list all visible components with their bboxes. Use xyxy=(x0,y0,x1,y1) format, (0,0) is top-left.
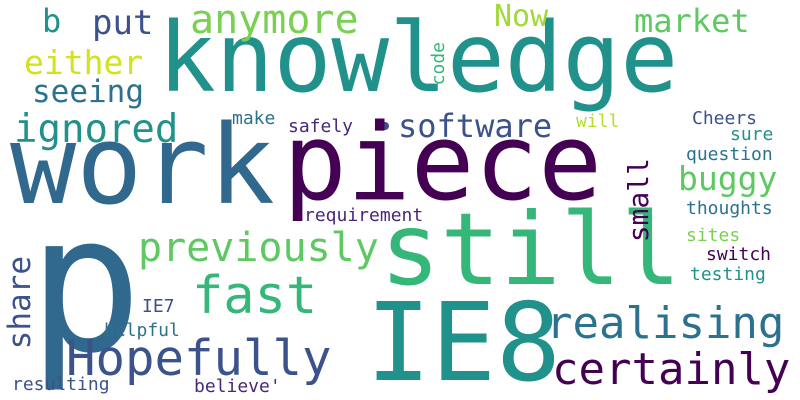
word-share: share xyxy=(2,256,38,350)
word-previously: previously xyxy=(138,225,379,271)
word-knowledge: knowledge xyxy=(158,2,679,114)
word-helpful: helpful xyxy=(104,320,180,341)
word-question: question xyxy=(686,144,773,165)
word-seeing: seeing xyxy=(32,74,144,110)
word-make: make xyxy=(232,108,276,129)
word-cheers: Cheers xyxy=(692,108,758,129)
dot-mark xyxy=(381,122,389,130)
word-code: code xyxy=(428,42,449,86)
word-ie7: IE7 xyxy=(142,296,175,317)
word-requirement: requirement xyxy=(304,205,424,226)
word-sure: sure xyxy=(730,124,774,145)
word-switch: switch xyxy=(706,244,772,265)
word-ignored: ignored xyxy=(14,107,179,152)
word-either: either xyxy=(24,43,144,82)
word-testing: testing xyxy=(690,264,766,285)
word-market: market xyxy=(634,2,750,40)
word-small: small xyxy=(622,158,655,243)
word-sites: sites xyxy=(686,225,741,246)
word-fast: fast xyxy=(192,266,318,326)
word-resulting: resulting xyxy=(12,374,110,395)
word-will: will xyxy=(576,111,620,132)
word-piece: piece xyxy=(283,101,603,224)
word-anymore: anymore xyxy=(190,0,359,43)
word-work: work xyxy=(10,101,275,229)
word-believe: believe' xyxy=(194,376,281,397)
word-safely: safely xyxy=(288,116,354,137)
word-ie8: IE8 xyxy=(366,281,562,400)
word-p: p xyxy=(28,174,143,395)
word-certainly: certainly xyxy=(552,344,791,395)
word-put: put xyxy=(92,3,154,43)
word-thoughts: thoughts xyxy=(686,198,773,219)
word-b: b xyxy=(42,2,62,40)
word-realising: realising xyxy=(546,298,785,349)
word-now: Now xyxy=(494,0,549,34)
word-software: software xyxy=(398,107,553,145)
word-buggy: buggy xyxy=(678,159,778,198)
word-hopefully: Hopefully xyxy=(66,330,332,387)
word-still: still xyxy=(380,191,682,308)
